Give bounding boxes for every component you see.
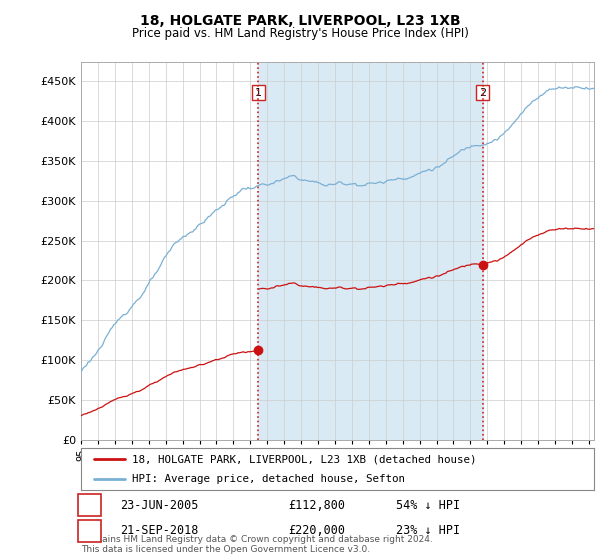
- Text: 2: 2: [479, 87, 486, 97]
- Text: HPI: Average price, detached house, Sefton: HPI: Average price, detached house, Seft…: [133, 474, 406, 484]
- Text: Price paid vs. HM Land Registry's House Price Index (HPI): Price paid vs. HM Land Registry's House …: [131, 27, 469, 40]
- Text: Contains HM Land Registry data © Crown copyright and database right 2024.
This d: Contains HM Land Registry data © Crown c…: [81, 535, 433, 554]
- Text: 18, HOLGATE PARK, LIVERPOOL, L23 1XB: 18, HOLGATE PARK, LIVERPOOL, L23 1XB: [140, 14, 460, 28]
- Text: 2: 2: [86, 524, 93, 538]
- Text: 1: 1: [86, 498, 93, 512]
- Text: £112,800: £112,800: [288, 498, 345, 512]
- Text: 23% ↓ HPI: 23% ↓ HPI: [396, 524, 460, 538]
- Bar: [258, 62, 482, 440]
- Text: 1: 1: [255, 87, 262, 97]
- Text: 21-SEP-2018: 21-SEP-2018: [120, 524, 199, 538]
- Text: £220,000: £220,000: [288, 524, 345, 538]
- Text: 18, HOLGATE PARK, LIVERPOOL, L23 1XB (detached house): 18, HOLGATE PARK, LIVERPOOL, L23 1XB (de…: [133, 454, 477, 464]
- Text: 23-JUN-2005: 23-JUN-2005: [120, 498, 199, 512]
- Text: 54% ↓ HPI: 54% ↓ HPI: [396, 498, 460, 512]
